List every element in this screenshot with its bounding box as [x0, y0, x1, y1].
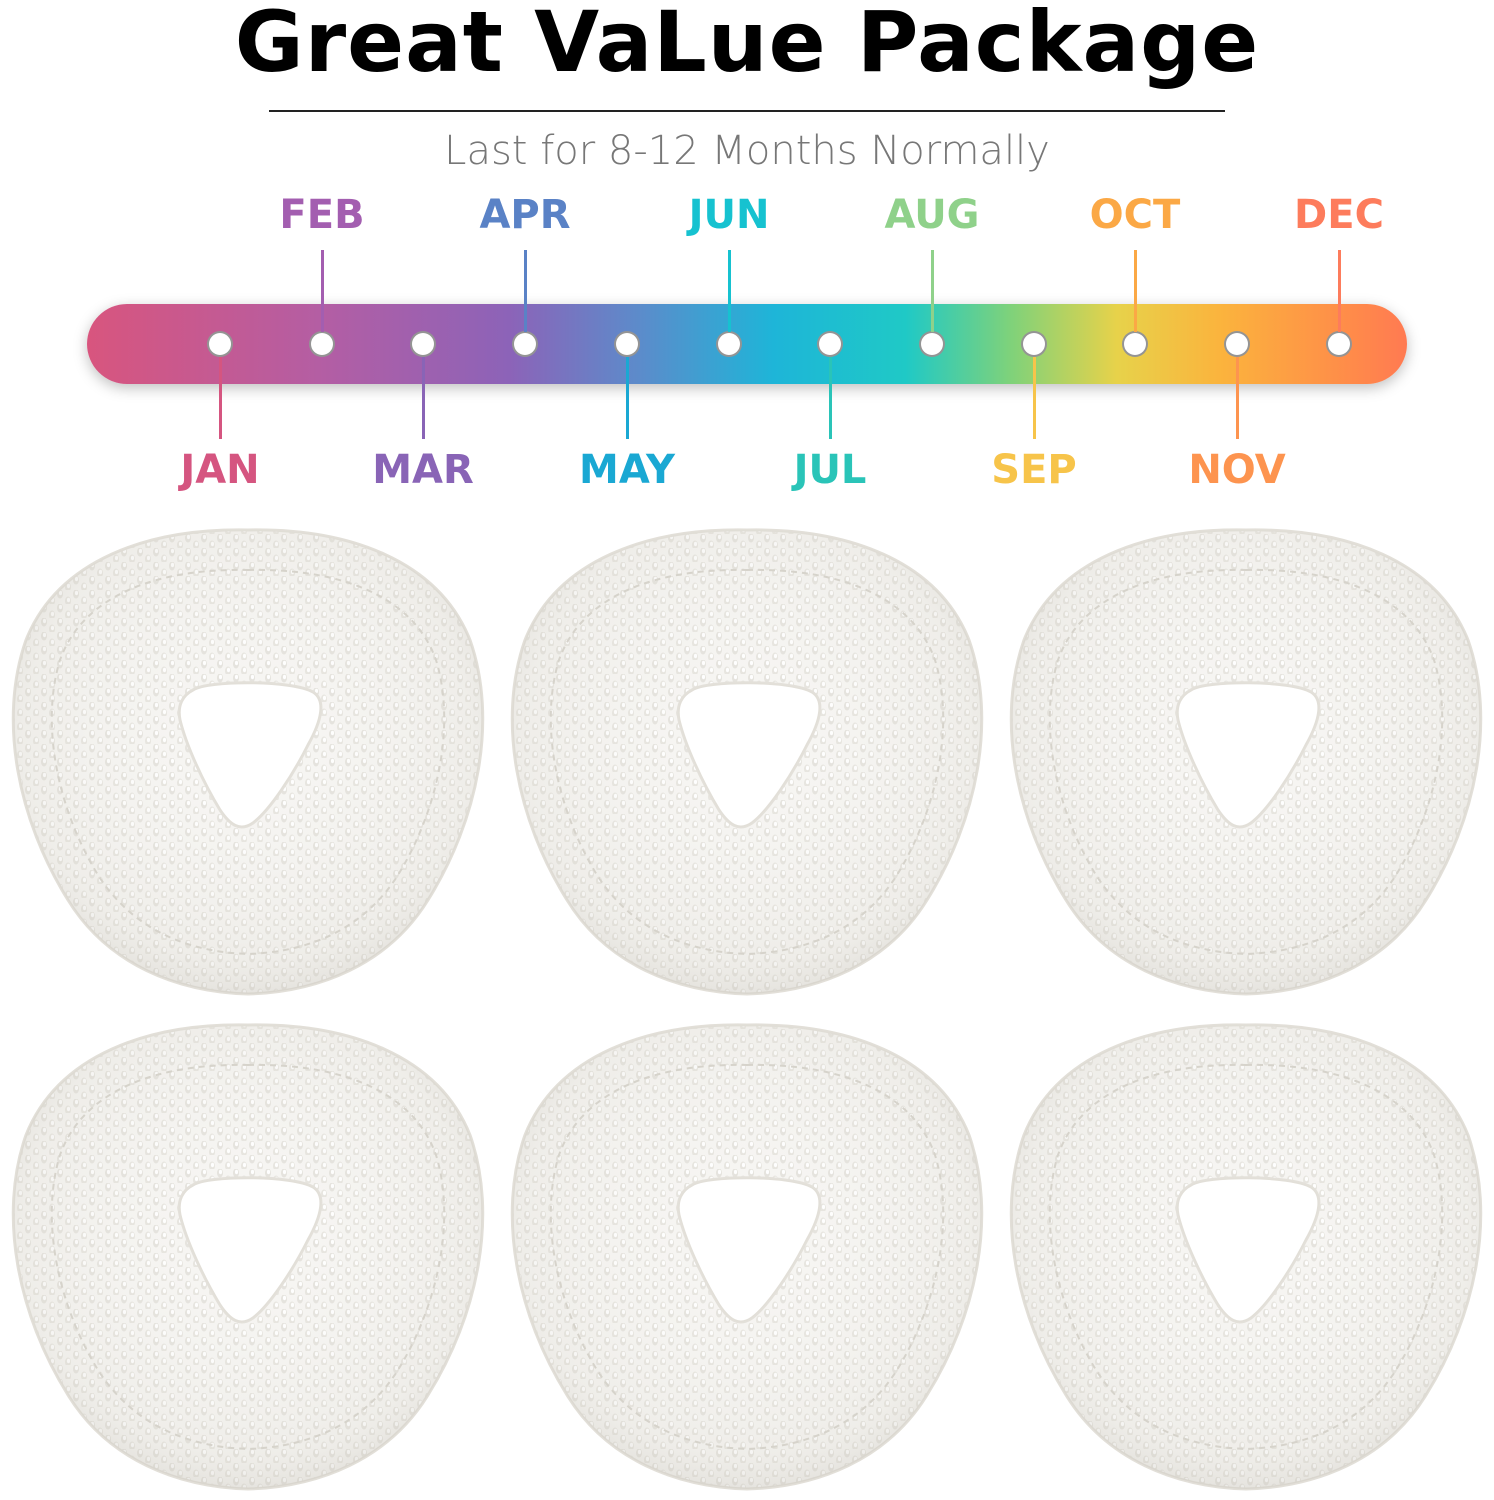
month-label-aug: AUG: [884, 192, 980, 238]
month-label-sep: SEP: [991, 447, 1077, 493]
timeline-tick-jan: [219, 357, 222, 439]
timeline-tick-nov: [1236, 357, 1239, 439]
timeline-dot-may: [614, 331, 640, 357]
timeline-dot-sep: [1021, 331, 1047, 357]
timeline-dot-jun: [716, 331, 742, 357]
timeline-dot-jan: [207, 331, 233, 357]
month-label-jan: JAN: [180, 447, 260, 493]
mop-pad-icon: [507, 1015, 987, 1495]
timeline-tick-oct: [1134, 250, 1137, 332]
page-title: Great VaLue Package: [234, 0, 1260, 91]
timeline-tick-sep: [1033, 357, 1036, 439]
timeline-tick-mar: [422, 357, 425, 439]
timeline-tick-jun: [728, 250, 731, 332]
timeline-dot-dec: [1326, 331, 1352, 357]
timeline-tick-aug: [931, 250, 934, 332]
mop-pad-icon: [1006, 1015, 1486, 1495]
month-label-mar: MAR: [372, 447, 474, 493]
timeline-dot-mar: [410, 331, 436, 357]
month-label-may: MAY: [579, 447, 675, 493]
mop-pad-icon: [8, 1015, 488, 1495]
timeline-tick-apr: [524, 250, 527, 332]
subtitle: Last for 8-12 Months Normally: [444, 128, 1050, 174]
timeline-dot-aug: [919, 331, 945, 357]
timeline-tick-feb: [321, 250, 324, 332]
month-label-jun: JUN: [688, 192, 770, 238]
timeline-dot-jul: [817, 331, 843, 357]
mop-pad-icon: [8, 520, 488, 1000]
month-timeline-bar: [87, 304, 1407, 384]
month-label-oct: OCT: [1089, 192, 1181, 238]
mop-pad-icon: [1006, 520, 1486, 1000]
timeline-tick-dec: [1338, 250, 1341, 332]
timeline-dot-nov: [1224, 331, 1250, 357]
mop-pad-icon: [507, 520, 987, 1000]
timeline-tick-jul: [829, 357, 832, 439]
title-divider: [269, 110, 1225, 112]
month-label-jul: JUL: [793, 447, 867, 493]
timeline-dot-oct: [1122, 331, 1148, 357]
month-label-feb: FEB: [279, 192, 365, 238]
month-label-nov: NOV: [1188, 447, 1286, 493]
timeline-tick-may: [626, 357, 629, 439]
timeline-dot-feb: [309, 331, 335, 357]
timeline-dot-apr: [512, 331, 538, 357]
month-label-dec: DEC: [1294, 192, 1384, 238]
month-label-apr: APR: [479, 192, 571, 238]
